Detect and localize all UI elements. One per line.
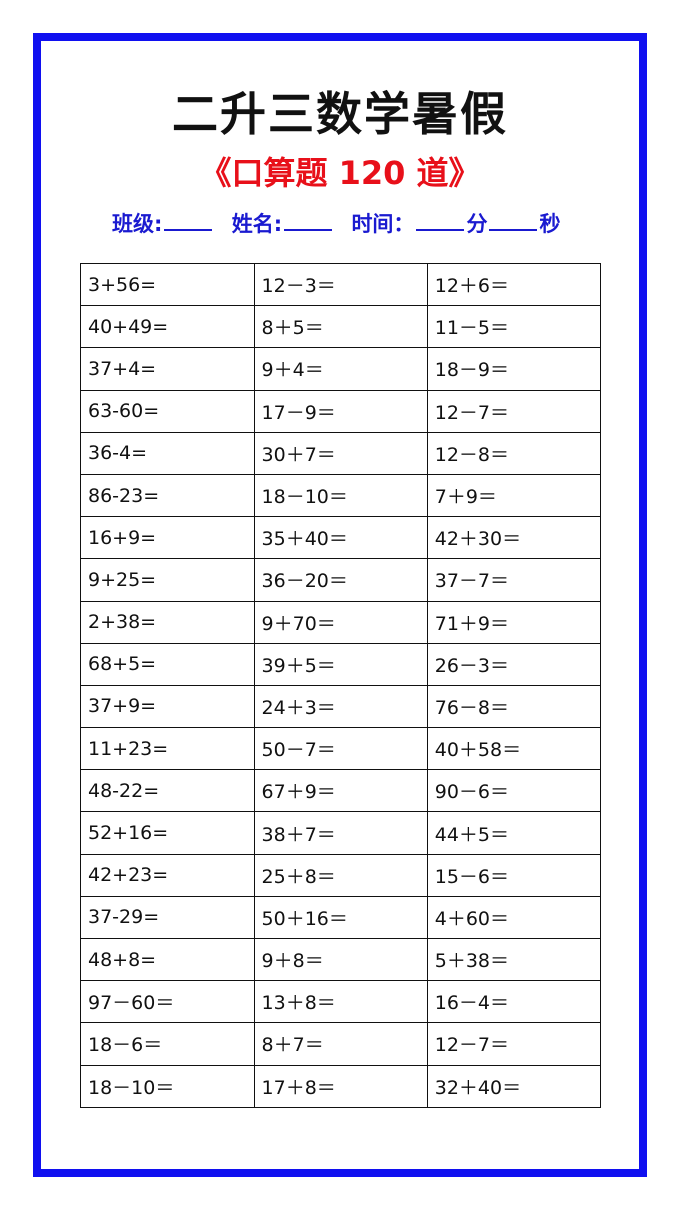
problem-cell: 4＋60＝ <box>426 895 602 940</box>
problem-cell: 12＋6＝ <box>426 262 602 307</box>
problem-cell: 18－9＝ <box>426 347 602 391</box>
table-row: 18－10＝ 17＋8＝ 32＋40＝ <box>80 1064 602 1108</box>
problem-cell: 16－4＝ <box>426 980 602 1024</box>
problem-cell: 42+23= <box>80 853 255 897</box>
problem-cell: 18－6＝ <box>80 1022 255 1066</box>
problem-cell: 52+16= <box>80 811 255 855</box>
problem-cell: 44＋5＝ <box>426 811 602 855</box>
problem-cell: 9+25= <box>80 558 255 602</box>
table-row: 16+9= 35＋40＝ 42＋30＝ <box>80 516 602 560</box>
problem-cell: 12－7＝ <box>426 1022 602 1066</box>
problem-cell: 50＋16＝ <box>253 895 428 940</box>
page-title: 二升三数学暑假 <box>172 87 508 141</box>
table-row: 3+56= 12－3＝ 12＋6＝ <box>80 262 602 307</box>
problem-cell: 17＋8＝ <box>253 1064 428 1108</box>
problem-cell: 16+9= <box>80 516 255 560</box>
problem-cell: 8＋5＝ <box>253 305 428 349</box>
problem-cell: 37－7＝ <box>426 558 602 602</box>
problem-cell: 37+9= <box>80 684 255 729</box>
problem-cell: 37-29= <box>80 895 255 940</box>
problem-cell: 71＋9＝ <box>426 600 602 644</box>
problem-cell: 2+38= <box>80 600 255 644</box>
minute-label: 分 <box>466 212 488 236</box>
problem-cell: 32＋40＝ <box>426 1064 602 1108</box>
problem-cell: 48+8= <box>80 937 255 982</box>
problem-cell: 15－6＝ <box>426 853 602 897</box>
problem-cell: 42＋30＝ <box>426 516 602 560</box>
problem-cell: 90－6＝ <box>426 769 602 813</box>
problem-cell: 9＋70＝ <box>253 600 428 644</box>
problem-cell: 30＋7＝ <box>253 431 428 475</box>
problem-cell: 97－60＝ <box>80 980 255 1024</box>
table-row: 9+25= 36－20＝ 37－7＝ <box>80 558 602 602</box>
problem-cell: 7＋9＝ <box>426 473 602 518</box>
problem-cell: 35＋40＝ <box>253 516 428 560</box>
problem-cell: 18－10＝ <box>253 473 428 518</box>
problem-cell: 50－7＝ <box>253 727 428 771</box>
problem-cell: 40+49= <box>80 305 255 349</box>
table-row: 2+38= 9＋70＝ 71＋9＝ <box>80 600 602 644</box>
problem-table: 3+56= 12－3＝ 12＋6＝ 40+49= 8＋5＝ 11－5＝ 37+4= 9＋4＝ 1… <box>80 262 602 1108</box>
problem-cell: 12－7＝ <box>426 389 602 433</box>
problem-cell: 86-23= <box>80 473 255 518</box>
minute-blank[interactable] <box>416 211 465 231</box>
table-row: 36-4= 30＋7＝ 12－8＝ <box>80 431 602 475</box>
problem-cell: 18－10＝ <box>80 1064 255 1108</box>
class-label: 班级: <box>112 212 163 236</box>
page-border <box>33 33 647 1177</box>
second-blank[interactable] <box>489 211 538 231</box>
problem-cell: 36-4= <box>80 431 255 475</box>
table-row: 86-23= 18－10＝ 7＋9＝ <box>80 473 602 518</box>
problem-cell: 8＋7＝ <box>253 1022 428 1066</box>
problem-cell: 37+4= <box>80 347 255 391</box>
student-info-line: 班级: 姓名: 时间： 分 秒 <box>112 208 560 238</box>
name-label: 姓名: <box>231 212 283 236</box>
time-label: 时间： <box>351 212 415 236</box>
problem-cell: 11+23= <box>80 727 255 771</box>
class-blank[interactable] <box>164 211 213 231</box>
problem-cell: 5＋38＝ <box>426 937 602 982</box>
problem-cell: 67＋9＝ <box>253 769 428 813</box>
page-subtitle: 《口算题 120 道》 <box>199 154 481 192</box>
table-row: 37+4= 9＋4＝ 18－9＝ <box>80 347 602 391</box>
problem-cell: 63-60= <box>80 389 255 433</box>
problem-cell: 9＋8＝ <box>253 937 428 982</box>
table-row: 11+23= 50－7＝ 40＋58＝ <box>80 727 602 771</box>
problem-cell: 68+5= <box>80 642 255 686</box>
name-blank[interactable] <box>284 211 333 231</box>
problem-cell: 36－20＝ <box>253 558 428 602</box>
problem-cell: 12－3＝ <box>253 262 428 307</box>
problem-cell: 17－9＝ <box>253 389 428 433</box>
table-row: 42+23= 25＋8＝ 15－6＝ <box>80 853 602 897</box>
problem-cell: 12－8＝ <box>426 431 602 475</box>
problem-cell: 40＋58＝ <box>426 727 602 771</box>
problem-cell: 3+56= <box>80 262 255 307</box>
problem-cell: 25＋8＝ <box>253 853 428 897</box>
table-row: 52+16= 38＋7＝ 44＋5＝ <box>80 811 602 855</box>
problem-cell: 13＋8＝ <box>253 980 428 1024</box>
table-row: 40+49= 8＋5＝ 11－5＝ <box>80 305 602 349</box>
problem-cell: 48-22= <box>80 769 255 813</box>
table-row: 37-29= 50＋16＝ 4＋60＝ <box>80 895 602 940</box>
table-row: 48+8= 9＋8＝ 5＋38＝ <box>80 937 602 982</box>
table-row: 63-60= 17－9＝ 12－7＝ <box>80 389 602 433</box>
table-row: 68+5= 39＋5＝ 26－3＝ <box>80 642 602 686</box>
problem-cell: 76－8＝ <box>426 684 602 729</box>
table-row: 37+9= 24＋3＝ 76－8＝ <box>80 684 602 729</box>
problem-cell: 24＋3＝ <box>253 684 428 729</box>
problem-cell: 9＋4＝ <box>253 347 428 391</box>
table-row: 97－60＝ 13＋8＝ 16－4＝ <box>80 980 602 1024</box>
table-row: 48-22= 67＋9＝ 90－6＝ <box>80 769 602 813</box>
problem-cell: 26－3＝ <box>426 642 602 686</box>
table-row: 18－6＝ 8＋7＝ 12－7＝ <box>80 1022 602 1066</box>
second-label: 秒 <box>539 212 561 236</box>
problem-cell: 39＋5＝ <box>253 642 428 686</box>
problem-cell: 38＋7＝ <box>253 811 428 855</box>
problem-cell: 11－5＝ <box>426 305 602 349</box>
